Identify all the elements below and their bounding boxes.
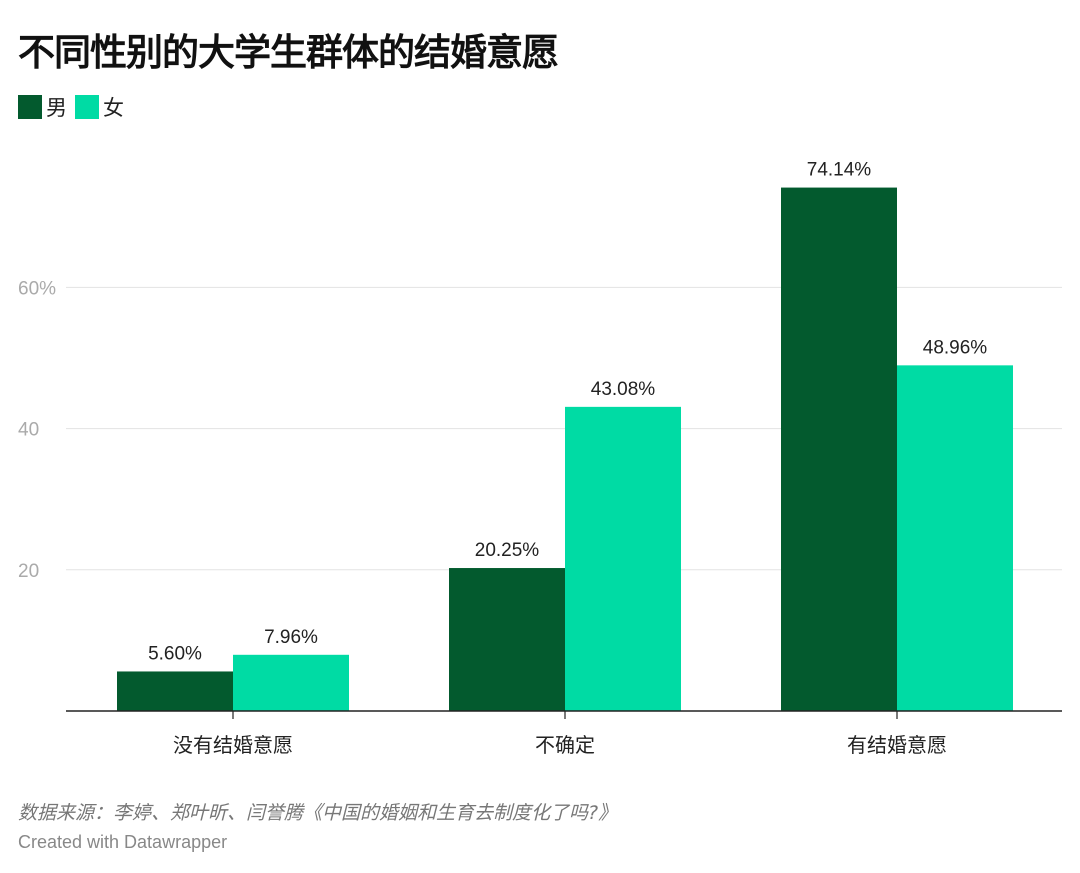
y-tick-label: 20 (18, 561, 39, 582)
y-tick-label: 40 (18, 420, 39, 441)
data-label: 20.25% (475, 540, 540, 561)
legend-swatch-female (75, 95, 99, 119)
data-label: 74.14% (807, 160, 872, 181)
chart-title: 不同性别的大学生群体的结婚意愿 (18, 31, 559, 74)
data-label: 7.96% (264, 627, 318, 648)
data-label: 43.08% (591, 379, 656, 400)
y-tick-label: 60% (18, 278, 56, 299)
bar-female (233, 654, 349, 711)
x-tick-label: 有结婚意愿 (847, 733, 947, 757)
legend-label-female: 女 (103, 96, 124, 120)
x-tick-label: 没有结婚意愿 (173, 733, 293, 757)
legend-item-female: 女 (75, 92, 124, 122)
bar-female (565, 406, 681, 711)
legend-label-male: 男 (46, 96, 67, 120)
x-tick-label: 不确定 (535, 733, 595, 757)
source-note: 数据来源：李婷、郑叶昕、闫誉腾《中国的婚姻和生育去制度化了吗?》 (18, 802, 618, 824)
bar-male (781, 187, 897, 711)
legend-item-male: 男 (18, 92, 67, 122)
data-label: 48.96% (923, 337, 988, 358)
data-label: 5.60% (148, 643, 202, 664)
legend-swatch-male (18, 95, 42, 119)
credit-note: Created with Datawrapper (18, 832, 228, 852)
bar-male (449, 568, 565, 711)
bar-female (897, 365, 1013, 711)
legend: 男 女 (18, 92, 132, 122)
bar-male (117, 671, 233, 711)
